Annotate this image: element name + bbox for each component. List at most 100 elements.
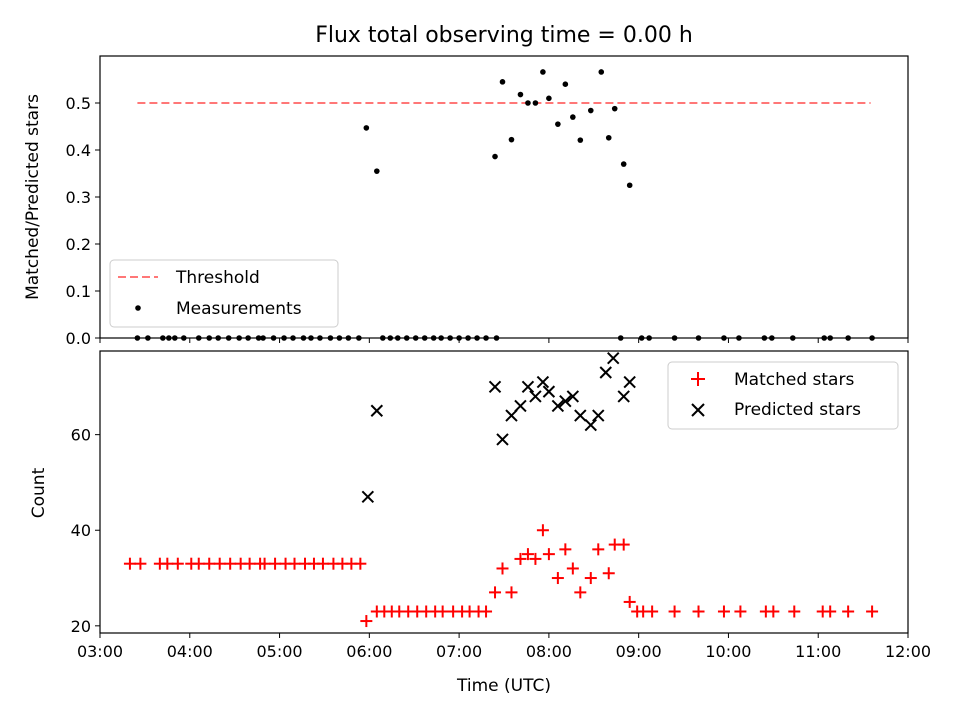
measurement-point (374, 168, 380, 174)
matched-star-point (514, 552, 527, 565)
matched-star-point (123, 557, 136, 570)
matched-star-point (489, 586, 502, 599)
bottom-panel: 20 40 60 03:00 04:00 05:00 06:00 07:00 08:00 09:… (29, 350, 931, 696)
top-x-ticks (99, 338, 909, 343)
matched-star-point (692, 605, 705, 618)
bottom-marks (123, 351, 879, 628)
x-tick-label: 06:00 (346, 642, 392, 661)
matched-star-point (559, 543, 572, 556)
top-panel: 0.0 0.1 0.2 0.3 0.4 0.5 Matched/Predicted sta… (23, 55, 909, 348)
x-tick-label: 11:00 (795, 642, 841, 661)
measurement-point (525, 100, 531, 106)
matched-star-point (551, 572, 564, 585)
matched-star-point (192, 557, 205, 570)
measurement-point (517, 91, 524, 98)
matched-star-point (866, 605, 879, 618)
legend-threshold-label: Threshold (175, 268, 260, 288)
matched-star-point (213, 557, 226, 570)
predicted-star-point (566, 390, 580, 403)
legend-measurements-swatch (135, 305, 141, 311)
x-axis-label: Time (UTC) (456, 676, 551, 696)
matched-star-point (436, 605, 449, 618)
measurement-point (570, 114, 576, 120)
top-y-tick-label: 0.2 (66, 235, 91, 254)
measurement-point (587, 107, 594, 114)
predicted-star-point (505, 409, 518, 422)
predicted-star-point (496, 433, 509, 446)
matched-star-point (529, 552, 542, 565)
chart-title: Flux total observing time = 0.00 h (315, 23, 693, 48)
top-y-tick-label: 0.1 (66, 282, 91, 301)
legend-measurements-label: Measurements (176, 299, 302, 319)
matched-star-point (584, 572, 597, 585)
matched-star-point (602, 567, 615, 580)
matched-star-point (134, 557, 147, 570)
top-y-tick-label: 0.3 (66, 188, 91, 207)
matched-star-point (623, 595, 636, 608)
bottom-y-ticks: 20 40 60 (71, 426, 100, 636)
matched-star-point (574, 586, 587, 599)
measurement-point (611, 105, 618, 112)
predicted-star-point (370, 404, 384, 417)
matched-star-point (566, 562, 579, 575)
bottom-legend-box (667, 361, 899, 430)
legend-predicted-label: Predicted stars (734, 400, 861, 420)
measurement-point (363, 125, 370, 131)
measurement-point (508, 136, 515, 143)
matched-star-point (171, 557, 184, 570)
bottom-y-tick-label: 40 (71, 521, 91, 540)
matched-star-point (354, 557, 367, 570)
matched-star-point (536, 524, 549, 537)
measurement-point (546, 95, 552, 102)
matched-star-point (734, 605, 747, 618)
measurement-point (499, 79, 506, 85)
top-y-tick-label: 0.0 (66, 329, 91, 348)
x-tick-label: 04:00 (167, 642, 213, 661)
predicted-star-point (592, 409, 605, 422)
x-tick-label: 07:00 (436, 642, 482, 661)
measurement-point (577, 137, 584, 143)
predicted-star-point (488, 380, 502, 394)
top-y-tick-label: 0.4 (66, 141, 91, 160)
predicted-star-point (623, 375, 636, 389)
measurement-point (598, 69, 605, 75)
measurement-point (532, 100, 539, 106)
matched-star-point (316, 557, 329, 570)
predicted-star-point (521, 380, 535, 394)
matched-star-point (767, 605, 780, 618)
legend-matched-swatch (691, 372, 705, 386)
legend-predicted-swatch (691, 403, 705, 417)
matched-star-point (288, 557, 301, 570)
matched-star-point (496, 562, 509, 575)
matched-star-point (824, 605, 837, 618)
matched-star-point (360, 615, 373, 628)
matched-star-point (788, 605, 801, 618)
measurement-point (605, 134, 612, 141)
top-y-axis-label: Matched/Predicted stars (23, 94, 43, 300)
bottom-y-tick-label: 60 (71, 426, 91, 445)
x-tick-label: 12:00 (885, 642, 931, 661)
matched-star-point (224, 557, 237, 570)
top-legend: Threshold Measurements (109, 259, 339, 328)
matched-star-point (243, 557, 256, 570)
matched-star-point (542, 548, 555, 561)
matched-star-point (717, 605, 730, 618)
matched-star-point (258, 557, 271, 570)
top-y-tick-label: 0.5 (66, 94, 91, 113)
matched-star-point (269, 557, 282, 570)
measurement-point (620, 161, 627, 167)
x-tick-label: 03:00 (77, 642, 123, 661)
measurement-point (626, 182, 633, 189)
matched-star-point (521, 548, 534, 561)
matched-star-point (842, 605, 855, 618)
predicted-star-point (559, 394, 572, 408)
measurement-point (555, 121, 561, 127)
x-tick-label: 08:00 (526, 642, 572, 661)
matched-star-point (592, 543, 605, 556)
legend-matched-label: Matched stars (734, 370, 854, 390)
predicted-star-point (361, 490, 375, 503)
predicted-star-point (551, 399, 565, 413)
matched-star-point (203, 557, 216, 570)
